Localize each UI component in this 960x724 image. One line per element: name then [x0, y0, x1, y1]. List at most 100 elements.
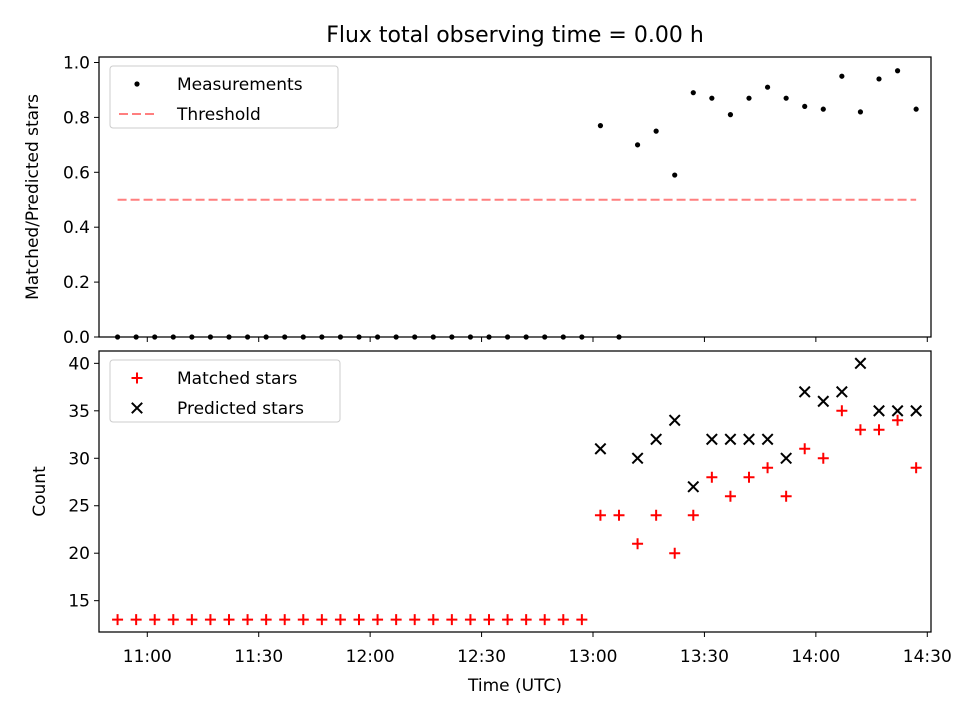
matched-stars-point	[223, 614, 235, 626]
y-tick-label: 0.2	[63, 273, 90, 293]
x-tick-label: 13:30	[680, 647, 729, 667]
matched-stars-point	[483, 614, 495, 626]
count-panel-frame	[98, 350, 932, 633]
matched-stars-point	[873, 424, 885, 436]
measurements-point	[634, 142, 641, 148]
legend-plus-swatch	[131, 372, 143, 384]
x-axis-label: Time (UTC)	[467, 676, 562, 696]
legend-label: Matched stars	[177, 369, 297, 389]
x-tick-label: 12:00	[346, 647, 395, 667]
x-tick-label: 11:00	[123, 647, 172, 667]
legend-x-swatch	[131, 402, 143, 414]
matched-stars-point	[112, 614, 124, 626]
predicted-stars-point	[780, 452, 793, 465]
ratio-marks	[114, 68, 919, 340]
ratio-axes: 0.0 0.2 0.4 0.6 0.8 1.0	[63, 53, 928, 348]
matched-stars-point	[669, 547, 681, 559]
legend-dot-swatch	[134, 81, 140, 87]
count-axes: 15 20 25 30 35 40 11:00 11:30 12:00 12:30 13:00 13:…	[68, 354, 951, 667]
y-tick-label: 40	[68, 354, 90, 374]
predicted-stars-point	[631, 452, 644, 465]
x-tick-label: 14:30	[903, 647, 952, 667]
ratio-legend: Measurements Threshold	[109, 65, 339, 129]
y-tick-label: 1.0	[63, 53, 90, 73]
y-tick-label: 0.4	[63, 218, 90, 238]
count-legend: Matched stars Predicted stars	[109, 359, 341, 423]
measurements-point	[597, 123, 604, 129]
matched-stars-point	[780, 490, 792, 502]
y-tick-label: 30	[68, 449, 90, 469]
matched-stars-point	[279, 614, 291, 626]
measurements-point	[820, 106, 826, 112]
x-tick-label: 11:30	[234, 647, 283, 667]
matched-stars-point	[149, 614, 161, 626]
measurements-point	[672, 172, 678, 178]
y-tick-label: 0.6	[63, 163, 90, 183]
matched-stars-point	[576, 614, 588, 626]
measurements-point	[709, 95, 715, 101]
x-tick-label: 14:00	[791, 647, 840, 667]
matched-stars-point	[854, 424, 866, 436]
y-tick-label: 35	[68, 402, 90, 422]
ratio-panel-frame	[98, 56, 932, 338]
matched-stars-point	[204, 614, 216, 626]
y-tick-label: 0.0	[63, 328, 90, 348]
matched-stars-point	[464, 614, 476, 626]
matched-stars-point	[706, 471, 718, 483]
matched-stars-point	[427, 614, 439, 626]
measurements-point	[857, 109, 864, 115]
measurements-point	[764, 84, 771, 90]
predicted-stars-point	[668, 414, 681, 427]
legend-label: Measurements	[177, 75, 303, 95]
predicted-stars-point	[891, 404, 904, 417]
count-y-axis-label: Count	[30, 466, 50, 517]
matched-stars-point	[762, 462, 774, 474]
x-tick-label: 13:00	[569, 647, 618, 667]
measurements-point	[746, 95, 752, 101]
measurements-point	[783, 95, 789, 101]
matched-stars-point	[167, 614, 179, 626]
count-panel: 15 20 25 30 35 40 11:00 11:30 12:00 12:30 13:00 13:…	[30, 350, 952, 667]
matched-stars-point	[502, 614, 514, 626]
legend-label: Threshold	[176, 105, 261, 125]
measurements-point	[913, 106, 919, 112]
legend-box	[109, 359, 341, 423]
matched-stars-point	[743, 471, 755, 483]
measurements-point	[839, 73, 845, 79]
matched-stars-point	[650, 509, 662, 521]
predicted-stars-point	[650, 433, 663, 446]
measurements-point	[802, 103, 808, 110]
predicted-stars-point	[743, 433, 755, 446]
measurements-point	[727, 112, 734, 118]
predicted-stars-point	[594, 442, 607, 455]
matched-stars-point	[353, 614, 365, 626]
matched-stars-point	[316, 614, 328, 626]
matched-stars-point	[632, 538, 644, 550]
legend-box	[109, 65, 339, 129]
matched-stars-point	[260, 614, 272, 626]
matched-stars-point	[334, 614, 346, 626]
matched-stars-point	[724, 490, 736, 502]
matched-stars-point	[186, 614, 198, 626]
chart-title: Flux total observing time = 0.00 h	[326, 23, 704, 48]
legend-label: Predicted stars	[177, 399, 304, 419]
matched-stars-point	[687, 509, 699, 521]
matched-stars-point	[446, 614, 458, 626]
matched-stars-point	[372, 614, 384, 626]
measurements-point	[876, 76, 882, 82]
matched-stars-point	[130, 614, 142, 626]
y-tick-label: 0.8	[63, 108, 90, 128]
y-tick-label: 15	[68, 592, 90, 612]
predicted-stars-point	[873, 404, 885, 417]
matched-stars-point	[892, 414, 904, 426]
matched-stars-point	[594, 509, 606, 521]
predicted-stars-point	[724, 433, 737, 446]
matched-stars-point	[910, 462, 922, 474]
predicted-stars-point	[910, 404, 923, 417]
matched-stars-point	[539, 614, 551, 626]
x-tick-label: 12:30	[457, 647, 506, 667]
predicted-stars-point	[761, 433, 774, 446]
matched-stars-point	[799, 443, 811, 455]
matched-stars-point	[817, 452, 829, 464]
